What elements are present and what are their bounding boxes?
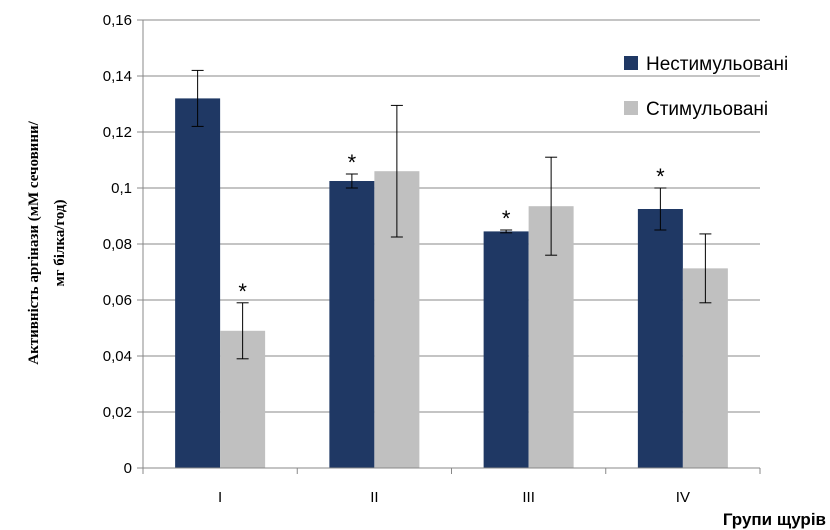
x-tick-label: I bbox=[218, 489, 222, 506]
significance-star: * bbox=[502, 206, 511, 231]
y-tick-label: 0,08 bbox=[103, 236, 132, 253]
y-tick-label: 0,16 bbox=[103, 12, 132, 29]
significance-star: * bbox=[238, 279, 247, 304]
bars bbox=[175, 98, 728, 469]
bar-unstimulated-III bbox=[483, 231, 529, 468]
y-axis-title-line-1: Активність аргінази (мМ сечовини/ bbox=[26, 120, 42, 364]
y-tick-label: 0,12 bbox=[103, 124, 132, 141]
y-tick-label: 0,14 bbox=[103, 68, 132, 85]
significance-star: * bbox=[656, 164, 665, 189]
axes bbox=[137, 20, 760, 469]
x-tick-label: II bbox=[370, 489, 378, 506]
bar-unstimulated-II bbox=[329, 181, 375, 468]
y-tick-label: 0,02 bbox=[103, 404, 132, 421]
y-axis-title-line-2: мг білка/год) bbox=[52, 199, 68, 286]
legend-swatch-0 bbox=[624, 56, 638, 70]
y-tick-label: 0 bbox=[124, 460, 132, 477]
bar-unstimulated-I bbox=[175, 98, 221, 469]
legend-swatch-1 bbox=[624, 101, 638, 115]
legend-label-0: Нестимульовані bbox=[646, 54, 788, 75]
x-tick-label: IV bbox=[676, 489, 690, 506]
error-bars bbox=[191, 69, 712, 360]
bar-unstimulated-IV bbox=[637, 209, 683, 468]
y-tick-label: 0,06 bbox=[103, 292, 132, 309]
y-axis-title: Активність аргінази (мМ сечовини/ мг біл… bbox=[26, 120, 68, 364]
x-axis-ticks: I II III IV bbox=[142, 468, 761, 506]
significance-markers: * * * * bbox=[238, 150, 665, 304]
y-axis-ticks: 0 0,02 0,04 0,06 0,08 0,1 0,12 0,14 0,16 bbox=[103, 12, 143, 477]
legend-label-1: Стимульовані bbox=[646, 99, 768, 120]
y-tick-label: 0,04 bbox=[103, 348, 132, 365]
significance-star: * bbox=[348, 150, 357, 175]
x-tick-label: III bbox=[522, 489, 535, 506]
legend: Нестимульовані Стимульовані bbox=[624, 54, 788, 120]
y-tick-label: 0,1 bbox=[111, 180, 132, 197]
x-axis-title: Групи щурів bbox=[723, 510, 826, 529]
